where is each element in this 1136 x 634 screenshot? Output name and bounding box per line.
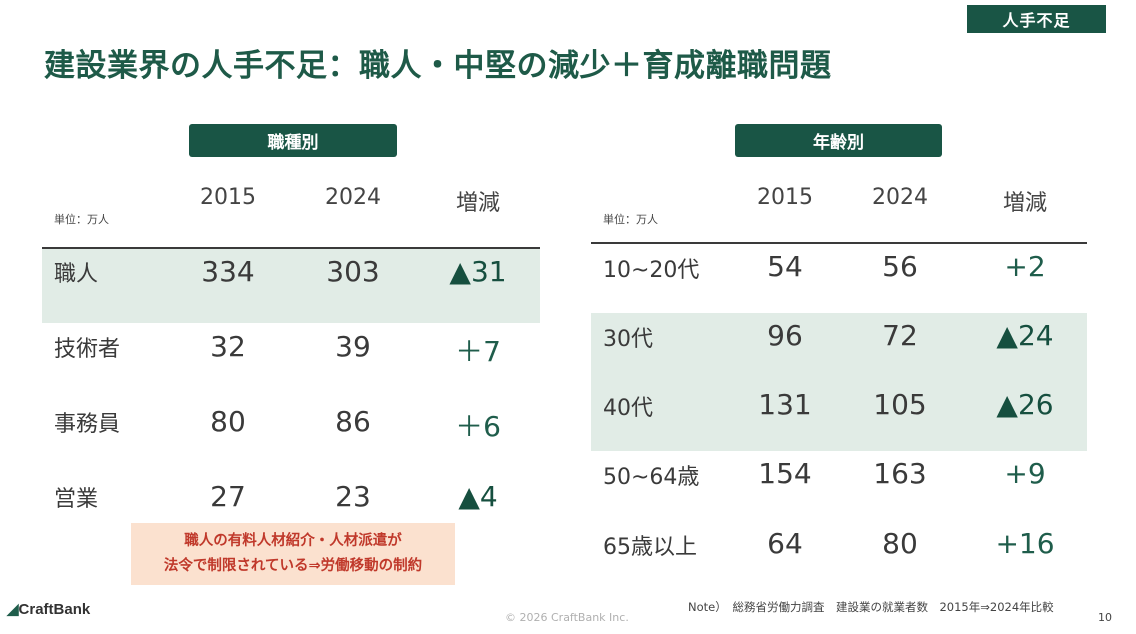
source-note: Note） 総務省労働力調査 建設業の就業者数 2015年⇒2024年比較 <box>688 600 1054 614</box>
value-2015: 80 <box>210 405 246 438</box>
left-col-change: 増減 <box>455 191 500 216</box>
left-header-rule <box>42 247 540 249</box>
left-unit-label: 単位：万人 <box>54 213 109 226</box>
value-2024: 80 <box>882 527 918 560</box>
age-heading: 年齢別 <box>735 124 942 157</box>
left-col-2015: 2015 <box>200 185 256 210</box>
row-label: 30代 <box>603 327 653 352</box>
right-col-2015: 2015 <box>757 185 813 210</box>
value-change: +9 <box>1004 457 1046 490</box>
value-change: +16 <box>995 527 1055 560</box>
row-label: 事務員 <box>54 412 121 437</box>
value-2015: 131 <box>758 388 812 421</box>
value-2024: 72 <box>882 319 918 352</box>
row-label: 10~20代 <box>603 258 700 283</box>
right-col-2024: 2024 <box>872 185 928 210</box>
callout-line-1: 職人の有料人材紹介・人材派遣が <box>184 532 402 549</box>
value-2015: 27 <box>210 480 246 513</box>
right-highlight-band <box>591 313 1087 451</box>
left-highlight-band <box>42 249 540 323</box>
left-col-2024: 2024 <box>325 185 381 210</box>
value-2024: 39 <box>335 330 371 363</box>
value-change: ▲24 <box>996 319 1054 352</box>
value-2024: 303 <box>326 255 380 288</box>
regulation-callout: 職人の有料人材紹介・人材派遣が 法令で制限されている⇒労働移動の制約 <box>131 523 455 585</box>
value-2015: 32 <box>210 330 246 363</box>
value-change: ＋6 <box>455 410 501 443</box>
value-change: ▲31 <box>449 255 507 288</box>
value-change: +2 <box>1004 250 1046 283</box>
row-label: 職人 <box>54 262 99 287</box>
row-label: 50~64歳 <box>603 465 700 490</box>
value-2015: 154 <box>758 457 812 490</box>
value-2024: 23 <box>335 480 371 513</box>
value-2024: 56 <box>882 250 918 283</box>
value-change: ▲4 <box>458 480 498 513</box>
occupation-heading: 職種別 <box>189 124 397 157</box>
craftbank-logo: ◢CraftBank <box>7 600 90 618</box>
page-number: 10 <box>1098 611 1112 624</box>
value-2024: 86 <box>335 405 371 438</box>
logo-mark-icon: ◢ <box>7 601 19 618</box>
row-label: 営業 <box>54 487 99 512</box>
value-2015: 96 <box>767 319 803 352</box>
right-col-change: 増減 <box>1002 191 1047 216</box>
slide-title: 建設業界の人手不足：職人・中堅の減少＋育成離職問題 <box>44 48 832 84</box>
value-2024: 105 <box>873 388 927 421</box>
callout-line-2: 法令で制限されている⇒労働移動の制約 <box>163 558 423 574</box>
row-label: 技術者 <box>54 337 121 362</box>
row-label: 65歳以上 <box>603 535 697 560</box>
section-tag: 人手不足 <box>967 5 1106 33</box>
row-label: 40代 <box>603 396 653 421</box>
copyright: © 2026 CraftBank Inc. <box>505 611 629 624</box>
value-2024: 163 <box>873 457 927 490</box>
value-2015: 54 <box>767 250 803 283</box>
logo-text: CraftBank <box>18 601 91 618</box>
value-change: ＋7 <box>455 335 501 368</box>
right-header-rule <box>591 242 1087 244</box>
value-change: ▲26 <box>996 388 1054 421</box>
value-2015: 334 <box>201 255 255 288</box>
right-unit-label: 単位：万人 <box>603 213 658 226</box>
value-2015: 64 <box>767 527 803 560</box>
